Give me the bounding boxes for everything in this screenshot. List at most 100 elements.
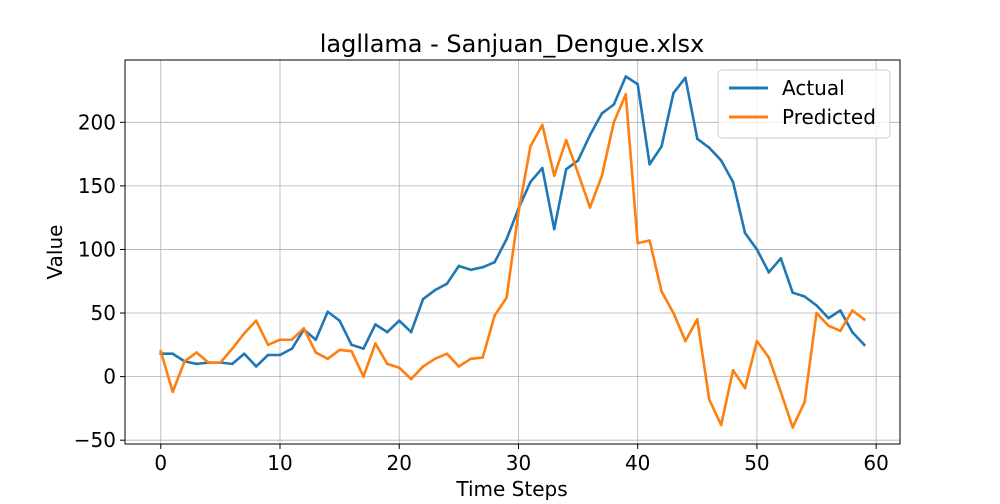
data-point-actual	[803, 295, 806, 298]
legend-label-actual: Actual	[782, 76, 845, 100]
data-point-predicted	[672, 311, 675, 315]
plot-frame	[124, 59, 901, 445]
data-point-actual	[469, 268, 473, 272]
data-point-actual	[719, 159, 723, 162]
data-point-actual	[314, 338, 318, 342]
y-tick-label: 200	[78, 110, 116, 134]
data-point-actual	[350, 343, 353, 347]
data-point-actual	[648, 162, 651, 166]
data-point-actual	[731, 180, 735, 184]
data-point-predicted	[564, 138, 568, 142]
data-point-predicted	[326, 357, 329, 361]
data-point-predicted	[183, 360, 186, 363]
data-point-predicted	[719, 423, 723, 427]
data-point-predicted	[397, 366, 401, 370]
y-tick-label: 0	[103, 365, 116, 389]
data-point-predicted	[588, 206, 592, 209]
data-point-predicted	[743, 386, 747, 390]
data-point-actual	[564, 168, 568, 171]
data-point-actual	[684, 76, 687, 80]
data-point-actual	[338, 319, 341, 322]
data-point-actual	[791, 291, 794, 294]
data-point-predicted	[707, 398, 711, 401]
data-point-actual	[672, 91, 675, 95]
data-point-predicted	[195, 351, 198, 354]
data-point-predicted	[469, 357, 473, 361]
data-point-actual	[660, 145, 663, 148]
data-point-predicted	[493, 314, 496, 317]
data-point-actual	[815, 304, 818, 307]
data-point-actual	[612, 103, 616, 106]
legend: Actual Predicted	[717, 69, 891, 139]
y-tick-label: 150	[78, 174, 116, 198]
data-point-actual	[171, 352, 174, 356]
data-point-predicted	[529, 145, 532, 148]
data-point-predicted	[612, 121, 616, 124]
data-point-actual	[254, 365, 258, 368]
data-point-predicted	[696, 318, 699, 321]
data-point-actual	[767, 271, 771, 274]
x-tick-label: 50	[744, 451, 769, 475]
data-point-predicted	[624, 93, 628, 96]
series-layer	[159, 75, 867, 429]
data-point-predicted	[266, 343, 270, 347]
data-point-predicted	[171, 390, 174, 394]
data-point-actual	[755, 248, 759, 251]
data-point-predicted	[839, 329, 842, 333]
data-point-actual	[600, 112, 604, 115]
data-point-predicted	[636, 241, 639, 245]
data-point-predicted	[755, 339, 759, 343]
data-point-predicted	[481, 356, 484, 359]
data-point-actual	[576, 159, 580, 162]
data-point-predicted	[314, 351, 318, 354]
data-point-predicted	[421, 365, 425, 368]
data-point-predicted	[517, 211, 520, 214]
series-line-actual	[159, 75, 867, 368]
data-point-predicted	[219, 361, 222, 364]
data-point-actual	[290, 347, 294, 350]
data-point-actual	[696, 137, 699, 141]
data-point-actual	[326, 310, 329, 314]
data-point-predicted	[290, 338, 294, 342]
data-point-actual	[588, 133, 592, 137]
data-point-actual	[195, 362, 198, 366]
data-point-actual	[839, 309, 842, 312]
data-point-actual	[851, 330, 854, 334]
x-tick-label: 0	[154, 451, 167, 475]
data-point-actual	[231, 362, 234, 366]
data-point-actual	[743, 231, 747, 235]
data-point-actual	[409, 330, 413, 334]
data-point-predicted	[254, 319, 258, 322]
y-tick-label: 100	[78, 237, 116, 261]
data-point-actual	[779, 257, 783, 260]
axis-ticks: 0 10 20 30 40 50 60 −50 0 50 100 150 200	[74, 110, 889, 475]
data-point-actual	[529, 180, 532, 184]
x-tick-label: 40	[625, 451, 650, 475]
data-point-predicted	[660, 290, 663, 293]
data-point-predicted	[374, 342, 377, 345]
data-point-predicted	[386, 362, 389, 366]
data-point-predicted	[338, 348, 341, 352]
y-tick-label: −50	[74, 428, 116, 452]
data-point-predicted	[576, 171, 580, 175]
data-point-actual	[445, 282, 449, 286]
data-point-predicted	[278, 338, 282, 342]
x-tick-label: 10	[267, 451, 292, 475]
data-point-actual	[493, 260, 496, 264]
data-point-predicted	[827, 324, 830, 328]
data-point-predicted	[362, 375, 365, 378]
data-point-predicted	[541, 123, 544, 127]
data-point-predicted	[433, 357, 437, 361]
data-point-actual	[624, 75, 628, 78]
legend-label-predicted: Predicted	[782, 105, 876, 129]
data-point-predicted	[552, 174, 556, 178]
data-point-actual	[505, 237, 508, 241]
data-point-predicted	[648, 239, 651, 242]
data-point-predicted	[445, 352, 449, 356]
data-point-actual	[827, 316, 830, 320]
data-point-predicted	[851, 309, 854, 312]
data-point-actual	[362, 347, 365, 350]
data-point-actual	[541, 166, 544, 170]
data-point-predicted	[505, 296, 508, 300]
